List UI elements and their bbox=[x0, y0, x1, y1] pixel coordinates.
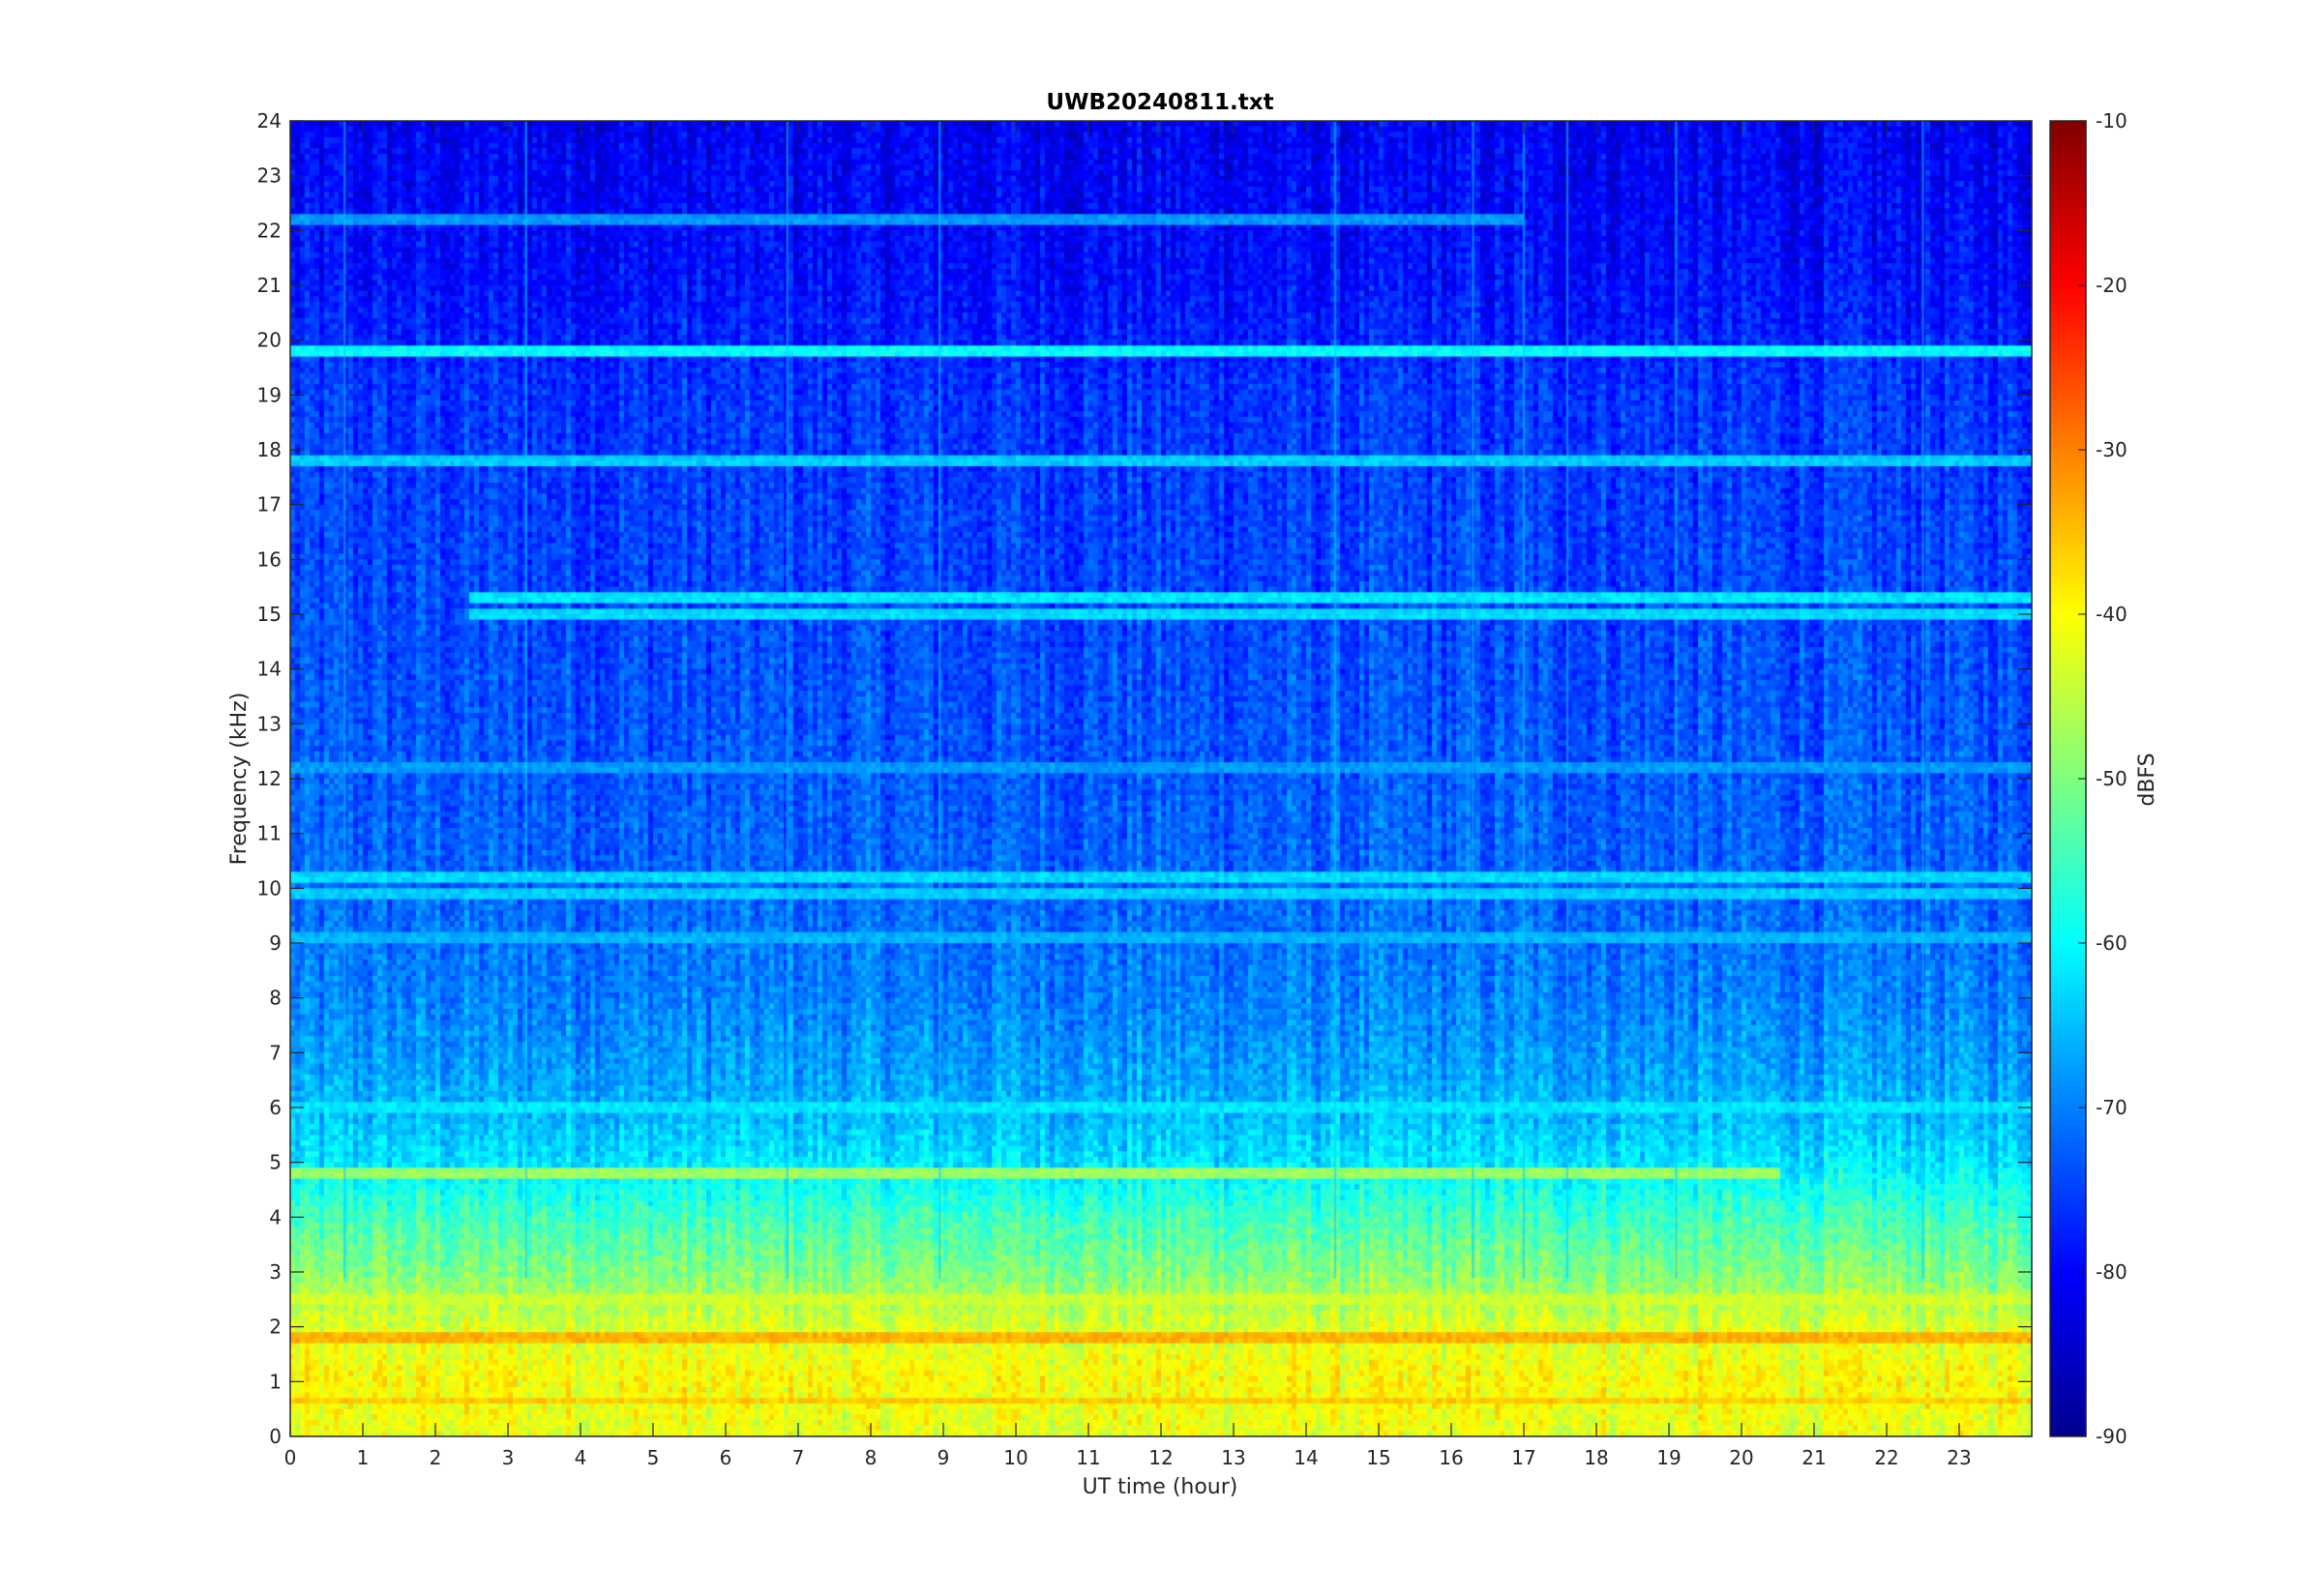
x-tick-label: 5 bbox=[647, 1446, 660, 1469]
x-axis-label: UT time (hour) bbox=[1083, 1475, 1238, 1499]
x-tick-label: 9 bbox=[938, 1446, 950, 1469]
y-tick-label: 13 bbox=[257, 712, 282, 735]
colorbar-tick-label: -10 bbox=[2096, 109, 2128, 133]
colorbar-axis: -10 -20 -30 -40 -50 -60 -70 -80 -90 bbox=[2078, 109, 2128, 1448]
x-tick-label: 11 bbox=[1076, 1446, 1100, 1469]
colorbar-tick-label: -30 bbox=[2096, 438, 2128, 461]
x-tick-label: 16 bbox=[1439, 1446, 1463, 1469]
y-tick-label: 5 bbox=[269, 1151, 282, 1174]
x-tick-label: 6 bbox=[720, 1446, 732, 1469]
y-tick-label: 10 bbox=[257, 876, 282, 900]
y-tick-label: 6 bbox=[269, 1096, 282, 1119]
colorbar-tick-label: -20 bbox=[2096, 274, 2128, 297]
x-axis: 0 1 2 3 4 5 6 7 8 9 10 11 12 13 14 15 16 17 18 19 20 21 22 23 bbox=[284, 121, 1972, 1469]
x-tick-label: 19 bbox=[1656, 1446, 1681, 1469]
y-tick-label: 24 bbox=[257, 109, 282, 133]
y-tick-label: 20 bbox=[257, 329, 282, 352]
y-tick-label: 16 bbox=[257, 547, 282, 571]
colorbar-tick-label: -50 bbox=[2096, 767, 2128, 790]
y-tick-label: 12 bbox=[257, 767, 282, 790]
x-tick-label: 1 bbox=[357, 1446, 370, 1469]
y-tick-label: 7 bbox=[269, 1041, 282, 1064]
y-tick-label: 1 bbox=[269, 1370, 282, 1393]
y-tick-label: 0 bbox=[269, 1425, 282, 1448]
x-tick-label: 21 bbox=[1801, 1446, 1826, 1469]
y-tick-label: 19 bbox=[257, 383, 282, 406]
y-tick-label: 14 bbox=[257, 658, 282, 681]
x-tick-label: 14 bbox=[1294, 1446, 1318, 1469]
x-tick-label: 12 bbox=[1148, 1446, 1173, 1469]
x-tick-label: 8 bbox=[865, 1446, 878, 1469]
y-tick-label: 8 bbox=[269, 987, 282, 1010]
x-tick-label: 0 bbox=[284, 1446, 297, 1469]
y-tick-label: 2 bbox=[269, 1315, 282, 1339]
x-tick-label: 23 bbox=[1947, 1446, 1971, 1469]
y-tick-label: 22 bbox=[257, 219, 282, 242]
x-tick-label: 20 bbox=[1729, 1446, 1753, 1469]
heatmap-area bbox=[290, 121, 2032, 1436]
x-tick-label: 3 bbox=[502, 1446, 515, 1469]
x-tick-label: 18 bbox=[1584, 1446, 1608, 1469]
y-axis-label: Frequency (kHz) bbox=[227, 693, 252, 866]
y-tick-label: 9 bbox=[269, 931, 282, 955]
colorbar-tick-label: -90 bbox=[2096, 1425, 2128, 1448]
colorbar-tick-label: -60 bbox=[2096, 931, 2128, 955]
x-tick-label: 7 bbox=[792, 1446, 805, 1469]
colorbar-tick-label: -70 bbox=[2096, 1096, 2128, 1119]
colorbar-tick-label: -40 bbox=[2096, 603, 2128, 626]
y-tick-label: 17 bbox=[257, 493, 282, 517]
y-tick-label: 15 bbox=[257, 603, 282, 626]
x-tick-label: 22 bbox=[1874, 1446, 1898, 1469]
y-tick-label: 11 bbox=[257, 822, 282, 845]
x-tick-label: 17 bbox=[1511, 1446, 1535, 1469]
y-tick-label: 4 bbox=[269, 1205, 282, 1228]
x-tick-label: 15 bbox=[1366, 1446, 1390, 1469]
y-tick-label: 21 bbox=[257, 274, 282, 297]
chart-title: UWB20240811.txt bbox=[1046, 90, 1273, 115]
x-tick-label: 4 bbox=[575, 1446, 587, 1469]
x-tick-label: 10 bbox=[1003, 1446, 1027, 1469]
y-tick-label: 3 bbox=[269, 1260, 282, 1284]
x-tick-label: 13 bbox=[1221, 1446, 1245, 1469]
spectrogram-image bbox=[290, 121, 2032, 1436]
x-tick-label: 2 bbox=[430, 1446, 442, 1469]
colorbar-label: dBFS bbox=[2135, 753, 2159, 806]
colorbar-tick-label: -80 bbox=[2096, 1260, 2128, 1284]
y-tick-label: 23 bbox=[257, 164, 282, 188]
y-tick-label: 18 bbox=[257, 438, 282, 461]
